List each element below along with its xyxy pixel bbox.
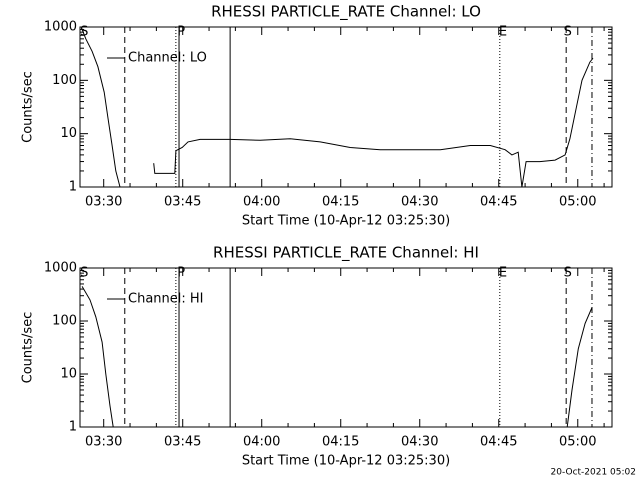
y-tick-label: 1000 (44, 20, 77, 35)
y-tick-label: 1 (69, 420, 77, 435)
y-axis-label: Counts/sec (21, 312, 36, 384)
x-tick-label: 03:30 (85, 435, 122, 450)
x-tick-label: 04:15 (322, 195, 359, 210)
y-tick-label: 10 (60, 126, 77, 141)
flag-label: E (499, 25, 507, 40)
plot-frame (79, 267, 613, 428)
footer: 20-Oct-2021 05:02 (551, 468, 636, 478)
legend-label: Channel: HI (128, 292, 204, 307)
y-axis-label: Counts/sec (21, 71, 36, 143)
y-tick-label: 1 (69, 180, 77, 195)
legend-label: Channel: LO (128, 51, 207, 66)
series-line (81, 286, 593, 428)
flag-label: P (177, 266, 185, 281)
flag-label: E (499, 266, 507, 281)
plot-frame (79, 26, 613, 188)
y-tick-label: 100 (52, 314, 77, 329)
x-tick-label: 04:15 (322, 435, 359, 450)
series-line (81, 29, 594, 188)
x-tick-label: 04:00 (243, 195, 280, 210)
x-tick-label: 04:00 (243, 435, 280, 450)
flag-label: S (564, 25, 572, 40)
x-tick-label: 03:30 (85, 195, 122, 210)
flag-label: P (177, 25, 185, 40)
x-tick-label: 03:45 (164, 195, 201, 210)
flag-label: S (564, 266, 572, 281)
x-tick-label: 04:30 (401, 195, 438, 210)
x-tick-label: 04:45 (480, 435, 517, 450)
x-tick-label: 03:45 (164, 435, 201, 450)
flag-label: S (80, 266, 88, 281)
x-tick-label: 05:00 (559, 435, 596, 450)
x-axis-label: Start Time (10-Apr-12 03:25:30) (242, 454, 450, 469)
y-tick-label: 100 (52, 73, 77, 88)
x-tick-label: 04:45 (480, 195, 517, 210)
y-tick-label: 10 (60, 367, 77, 382)
y-tick-label: 1000 (44, 261, 77, 276)
x-tick-label: 05:00 (559, 195, 596, 210)
chart-title: RHESSI PARTICLE_RATE Channel: HI (213, 244, 479, 263)
chart-title: RHESSI PARTICLE_RATE Channel: LO (211, 3, 481, 22)
x-tick-label: 04:30 (401, 435, 438, 450)
x-axis-label: Start Time (10-Apr-12 03:25:30) (242, 214, 450, 229)
flag-label: S (80, 25, 88, 40)
